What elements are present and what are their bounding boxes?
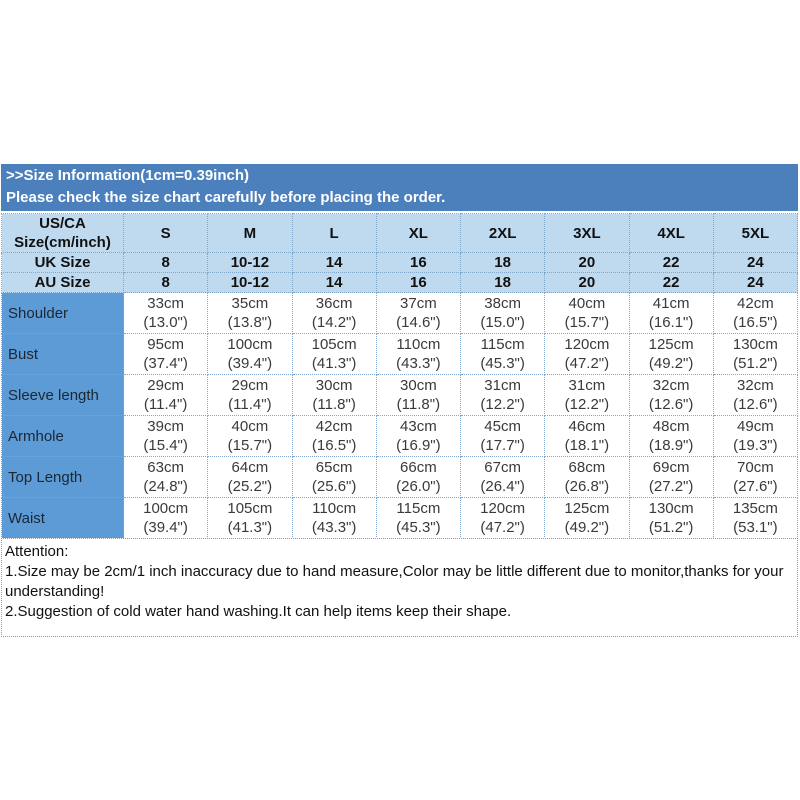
size-chart-sheet: >>Size Information(1cm=0.39inch) Please … [1, 164, 799, 637]
measure-value-cell: 46cm (18.1") [544, 415, 630, 457]
measure-value-cell: 67cm (26.4") [459, 456, 546, 498]
measure-label-cell: Waist [1, 497, 124, 539]
measure-value-cell: 70cm (27.6") [712, 456, 799, 498]
measure-value-cell: 31cm (12.2") [459, 374, 546, 416]
measure-value-cell: 29cm (11.4") [122, 374, 209, 416]
au-size-row-value: 10-12 [207, 272, 293, 293]
measure-label-cell: Top Length [1, 456, 124, 498]
au-size-row-value: 8 [122, 272, 209, 293]
measure-value-cell: 100cm (39.4") [122, 497, 209, 539]
measure-label-cell: Shoulder [1, 292, 124, 334]
measure-label-cell: Armhole [1, 415, 124, 457]
measure-row-bust: Bust 95cm (37.4") 100cm (39.4") 105cm (41.3… [1, 333, 799, 375]
measure-value-cell: 33cm (13.0") [122, 292, 209, 334]
uk-size-row-value: 24 [712, 252, 799, 273]
corner-label-cell: US/CA Size(cm/inch) [1, 213, 124, 253]
measure-value-cell: 125cm (49.2") [544, 497, 630, 539]
attention-note-1: 1.Size may be 2cm/1 inch inaccuracy due … [5, 563, 784, 600]
measure-row-armhole: Armhole 39cm (15.4") 40cm (15.7") 42cm (16.… [1, 415, 799, 457]
measure-value-cell: 35cm (13.8") [207, 292, 293, 334]
measure-label-cell: Bust [1, 333, 124, 375]
measure-value-cell: 125cm (49.2") [628, 333, 714, 375]
measure-value-cell: 120cm (47.2") [544, 333, 630, 375]
uk-size-row: UK Size 8 10-12 14 16 18 20 22 24 [1, 252, 799, 273]
uk-size-row-value: 10-12 [207, 252, 293, 273]
measure-value-cell: 30cm (11.8") [291, 374, 377, 416]
measure-value-cell: 39cm (15.4") [122, 415, 209, 457]
measure-value-cell: 66cm (26.0") [375, 456, 462, 498]
measure-value-cell: 105cm (41.3") [291, 333, 377, 375]
uk-size-row-value: 8 [122, 252, 209, 273]
au-size-row-value: 14 [291, 272, 377, 293]
measure-value-cell: 135cm (53.1") [712, 497, 799, 539]
uk-size-row-value: 18 [459, 252, 546, 273]
size-header-row: US/CA Size(cm/inch) S M L XL 2XL 3XL 4XL 5XL [1, 213, 799, 253]
size-info-banner: >>Size Information(1cm=0.39inch) Please … [1, 164, 798, 211]
size-table: US/CA Size(cm/inch) S M L XL 2XL 3XL 4XL 5XL UK S… [1, 213, 799, 539]
measure-value-cell: 130cm (51.2") [628, 497, 714, 539]
measure-value-cell: 37cm (14.6") [375, 292, 462, 334]
size-col-header-s: S [122, 213, 209, 253]
size-col-header-4xl: 4XL [628, 213, 714, 253]
measure-value-cell: 68cm (26.8") [544, 456, 630, 498]
measure-value-cell: 49cm (19.3") [712, 415, 799, 457]
measure-value-cell: 105cm (41.3") [207, 497, 293, 539]
au-size-row-value: 24 [712, 272, 799, 293]
au-size-row-value: 18 [459, 272, 546, 293]
measure-value-cell: 120cm (47.2") [459, 497, 546, 539]
size-col-header-xl: XL [375, 213, 462, 253]
measure-value-cell: 110cm (43.3") [375, 333, 462, 375]
measure-label-cell: Sleeve length [1, 374, 124, 416]
measure-value-cell: 43cm (16.9") [375, 415, 462, 457]
measure-value-cell: 45cm (17.7") [459, 415, 546, 457]
measure-value-cell: 115cm (45.3") [459, 333, 546, 375]
measure-value-cell: 40cm (15.7") [544, 292, 630, 334]
measure-value-cell: 100cm (39.4") [207, 333, 293, 375]
attention-title: Attention: [5, 543, 69, 560]
measure-value-cell: 63cm (24.8") [122, 456, 209, 498]
size-col-header-l: L [291, 213, 377, 253]
attention-section: Attention: 1.Size may be 2cm/1 inch inac… [1, 538, 798, 637]
measure-value-cell: 32cm (12.6") [628, 374, 714, 416]
banner-title: >>Size Information(1cm=0.39inch) [6, 167, 249, 184]
uk-size-row-label: UK Size [1, 252, 124, 273]
measure-value-cell: 42cm (16.5") [712, 292, 799, 334]
measure-row-shoulder: Shoulder 33cm (13.0") 35cm (13.8") 36cm (14… [1, 292, 799, 334]
measure-row-waist: Waist 100cm (39.4") 105cm (41.3") 110cm (43… [1, 497, 799, 539]
au-size-row-value: 16 [375, 272, 462, 293]
measure-value-cell: 38cm (15.0") [459, 292, 546, 334]
uk-size-row-value: 16 [375, 252, 462, 273]
measure-value-cell: 30cm (11.8") [375, 374, 462, 416]
measure-value-cell: 95cm (37.4") [122, 333, 209, 375]
banner-subtitle: Please check the size chart carefully be… [6, 189, 446, 206]
size-col-header-m: M [207, 213, 293, 253]
measure-row-top-length: Top Length 63cm (24.8") 64cm (25.2") 65cm (… [1, 456, 799, 498]
au-size-row-value: 20 [544, 272, 630, 293]
measure-value-cell: 29cm (11.4") [207, 374, 293, 416]
size-col-header-3xl: 3XL [544, 213, 630, 253]
measure-value-cell: 40cm (15.7") [207, 415, 293, 457]
measure-value-cell: 110cm (43.3") [291, 497, 377, 539]
measure-value-cell: 130cm (51.2") [712, 333, 799, 375]
measure-value-cell: 32cm (12.6") [712, 374, 799, 416]
measure-value-cell: 69cm (27.2") [628, 456, 714, 498]
measure-value-cell: 36cm (14.2") [291, 292, 377, 334]
measure-value-cell: 64cm (25.2") [207, 456, 293, 498]
measure-value-cell: 31cm (12.2") [544, 374, 630, 416]
uk-size-row-value: 14 [291, 252, 377, 273]
size-col-header-2xl: 2XL [459, 213, 546, 253]
measure-value-cell: 48cm (18.9") [628, 415, 714, 457]
attention-note-2: 2.Suggestion of cold water hand washing.… [5, 603, 512, 620]
measure-row-sleeve-length: Sleeve length 29cm (11.4") 29cm (11.4") 30c… [1, 374, 799, 416]
measure-value-cell: 41cm (16.1") [628, 292, 714, 334]
uk-size-row-value: 22 [628, 252, 714, 273]
measure-value-cell: 65cm (25.6") [291, 456, 377, 498]
uk-size-row-value: 20 [544, 252, 630, 273]
au-size-row: AU Size 8 10-12 14 16 18 20 22 24 [1, 272, 799, 293]
measure-value-cell: 115cm (45.3") [375, 497, 462, 539]
au-size-row-label: AU Size [1, 272, 124, 293]
size-col-header-5xl: 5XL [712, 213, 799, 253]
au-size-row-value: 22 [628, 272, 714, 293]
measure-value-cell: 42cm (16.5") [291, 415, 377, 457]
